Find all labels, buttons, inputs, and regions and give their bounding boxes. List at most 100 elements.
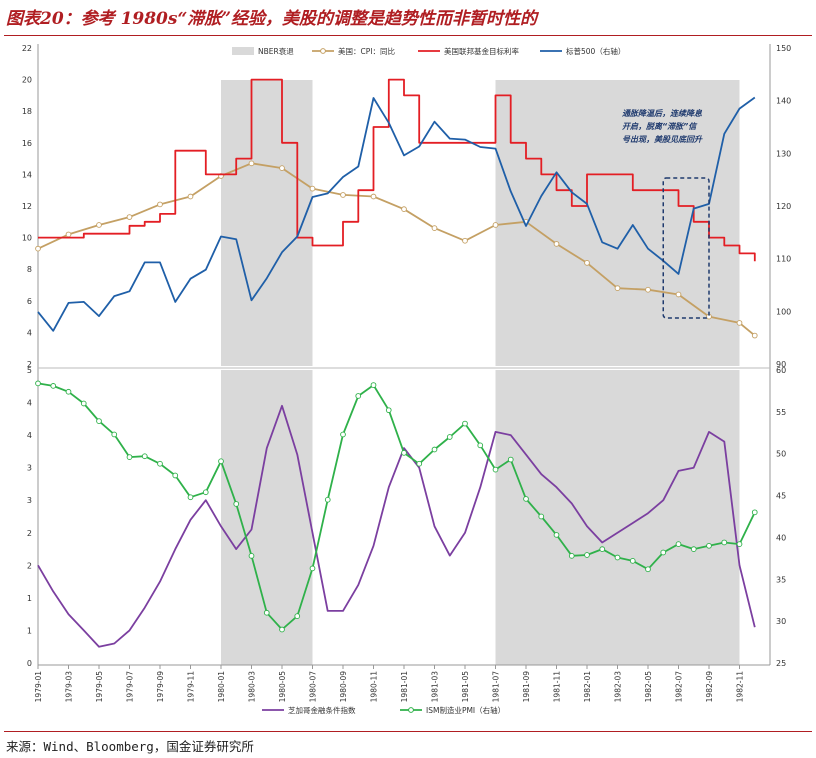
y-tick-label-left: 1 [27, 626, 32, 635]
y-tick-label-left: 10 [22, 234, 32, 243]
bottom-series-2-point [614, 554, 621, 561]
bottom-series-2-point [462, 420, 468, 427]
y2-tick-label-right: 25 [776, 659, 786, 668]
y-tick-label-left: 8 [27, 265, 32, 274]
x-tick-label: 1981-09 [522, 671, 531, 703]
bottom-series-2-point [65, 388, 72, 395]
legend-label-series-3: 标普500（右轴） [566, 46, 625, 56]
x-tick-label: 1981-05 [461, 671, 470, 703]
recession-band-top-1 [221, 80, 313, 366]
annotation-text-line-1: 通胀降温后，连续降息 [622, 109, 703, 118]
y-tick-label-left: 4 [27, 399, 32, 408]
x-tick-label: 1980-09 [339, 671, 348, 703]
y-tick-label-left: 4 [27, 328, 32, 337]
top-series-1-point [736, 320, 743, 326]
bottom-series-2-point [690, 546, 697, 552]
y2-tick-label-right: 140 [776, 97, 791, 106]
y2-tick-label-right: 50 [776, 450, 786, 459]
x-tick-label: 1981-07 [492, 671, 501, 703]
bottom-series-2-point [35, 380, 41, 387]
top-series-1-point [126, 214, 133, 220]
y2-tick-label-right: 35 [776, 575, 786, 584]
bottom-series-2-point [584, 552, 590, 558]
footer-divider [4, 731, 812, 732]
bottom-series-2-point [96, 418, 102, 424]
top-series-1-point [431, 225, 438, 231]
x-tick-label: 1982-11 [736, 671, 745, 703]
top-series-1-point [96, 222, 102, 228]
legend-label-series-2: 美国联邦基金目标利率 [444, 46, 519, 56]
top-series-1-point [553, 241, 560, 247]
bottom-series-2-point [248, 552, 255, 559]
top-series-1-point [645, 286, 651, 293]
y-tick-label-left: 0 [27, 659, 32, 668]
x-tick-label: 1981-01 [400, 671, 409, 703]
top-series-1-point [340, 192, 346, 198]
y-tick-label-left: 18 [22, 107, 32, 116]
bottom-series-2-point [111, 431, 118, 438]
bottom-series-2-point [446, 434, 453, 440]
top-series-1-point [614, 285, 621, 292]
x-tick-label: 1981-11 [553, 671, 562, 703]
bottom-series-2-point [50, 383, 57, 389]
source-note: 来源：Wind、Bloomberg，国金证券研究所 [6, 739, 254, 754]
top-series-1-point [187, 193, 194, 200]
y-tick-label-left: 3 [27, 464, 32, 473]
top-series-1-point [248, 160, 255, 167]
y-tick-label-left: 3 [27, 496, 32, 505]
bottom-series-2-point [751, 509, 758, 516]
bottom-series-2-point [80, 400, 87, 407]
y-tick-label-left: 14 [22, 170, 32, 179]
bottom-series-2-point [218, 458, 224, 465]
bottom-series-2-point [141, 453, 148, 460]
legend-marker-series-1 [320, 48, 326, 54]
top-series-1-point [462, 237, 468, 244]
bottom-series-2-point [309, 565, 316, 572]
y-tick-label-left: 22 [22, 44, 32, 53]
y2-tick-label-right: 150 [776, 44, 791, 53]
y-tick-label-left: 5 [27, 366, 32, 375]
bottom-series-2-point [660, 549, 667, 556]
annotation-text-line-3: 号出现，美股见底回升 [622, 135, 703, 144]
bottom-series-2-point [416, 460, 423, 467]
bottom-series-2-point [538, 513, 545, 520]
y-tick-label-left: 20 [22, 76, 32, 85]
y2-tick-label-right: 30 [776, 617, 786, 626]
x-tick-label: 1980-03 [248, 671, 257, 703]
bottom-series-2-point [279, 626, 285, 633]
bottom-series-2-point [568, 552, 575, 559]
bottom-series-2-point [187, 494, 194, 501]
x-tick-label: 1980-05 [278, 671, 287, 703]
y-tick-label-left: 12 [22, 202, 32, 211]
y2-tick-label-right: 55 [776, 408, 786, 417]
bottom-series-2-point [523, 496, 529, 502]
bottom-series-2-point [645, 566, 651, 573]
chart-title: 图表20：参考 1980s“滞胀”经验，美股的调整是趋势性而非暂时性的 [6, 9, 538, 29]
bottom-series-2-point [172, 472, 179, 479]
bottom-series-2-point [629, 558, 636, 564]
y-tick-label-left: 2 [27, 529, 32, 538]
legend-label-recession: NBER衰退 [258, 46, 294, 56]
x-tick-label: 1980-11 [370, 671, 379, 703]
x-tick-label: 1982-03 [614, 671, 623, 703]
recession-band-bottom-1 [221, 370, 313, 665]
bottom-series-2-point [599, 546, 606, 552]
top-series-1-point [65, 231, 72, 238]
x-tick-label: 1979-09 [156, 671, 165, 703]
bottom-series-2-point [553, 532, 560, 538]
x-tick-label: 1982-05 [644, 671, 653, 703]
x-tick-label: 1979-03 [65, 671, 74, 703]
legend-label-bottom-2: ISM制造业PMI（右轴） [426, 705, 505, 715]
y2-tick-label-right: 40 [776, 533, 786, 542]
bottom-series-2-point [721, 539, 728, 546]
y2-tick-label-right: 60 [776, 366, 786, 375]
y2-tick-label-right: 110 [776, 255, 791, 264]
top-series-1-point [675, 291, 682, 298]
top-series-1-point [492, 222, 499, 228]
y-tick-label-left: 16 [22, 139, 32, 148]
bottom-series-2-point [431, 446, 438, 453]
bottom-series-2-point [401, 450, 407, 456]
x-tick-label: 1980-07 [309, 671, 318, 703]
x-tick-label: 1980-01 [217, 671, 226, 703]
recession-band-top-2 [495, 80, 740, 366]
